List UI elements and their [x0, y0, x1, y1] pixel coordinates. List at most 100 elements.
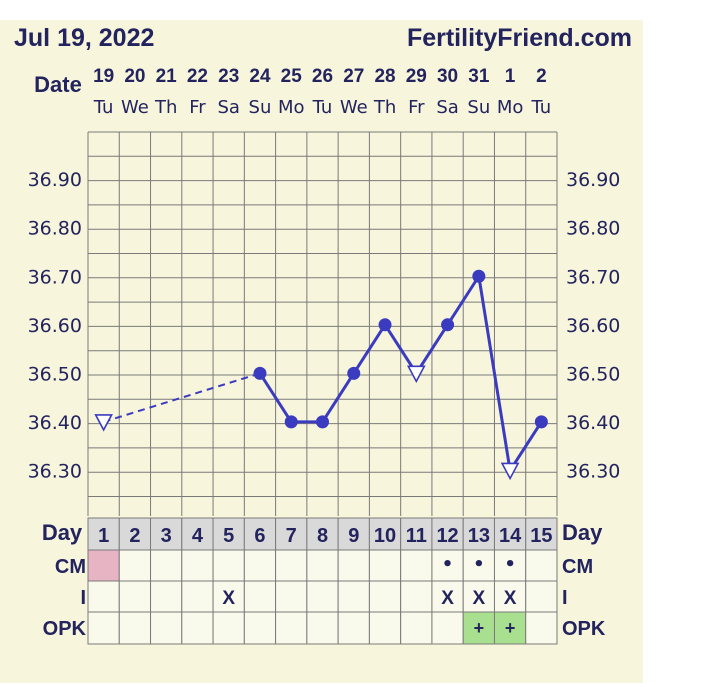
cm-cell — [118, 549, 152, 582]
bbt-point — [378, 318, 392, 332]
cm-cell — [493, 549, 527, 582]
day-cell — [462, 517, 495, 551]
weekday-label: Mo — [278, 97, 305, 118]
weekday-label: Sa — [217, 97, 239, 118]
intercourse-mark: X — [441, 588, 454, 609]
cycle-day-label: 15 — [530, 525, 552, 547]
cycle-day-label: 8 — [317, 525, 328, 547]
bbt-line-segment — [258, 372, 293, 423]
date-label: 20 — [124, 66, 145, 87]
opk-cell — [525, 611, 558, 645]
day-cell — [212, 517, 245, 551]
date-row-label: Date — [34, 72, 82, 97]
intercourse-cell — [462, 580, 495, 613]
y-tick-label-right: 36.50 — [566, 363, 620, 385]
y-tick-label-left: 36.30 — [28, 460, 82, 482]
date-label: 30 — [437, 66, 458, 87]
bbt-point — [253, 366, 267, 380]
cycle-day-label: 1 — [98, 525, 109, 547]
date-header: 19 Tu 20 We 21 Th 22 Fr 23 Sa 24 Su 25 Mo 26 Tu 27 We 28 Th… — [93, 66, 551, 118]
weekday-label: Mo — [497, 97, 524, 118]
opk-cell — [275, 611, 308, 645]
weekday-label: Fr — [189, 97, 206, 118]
date-label: 26 — [312, 66, 333, 87]
cm-value: • — [504, 554, 516, 575]
weekday-label: Tu — [312, 97, 333, 118]
date-label: 25 — [281, 66, 303, 87]
day-cell — [87, 517, 120, 551]
intercourse-mark: X — [222, 588, 235, 609]
y-tick-label-right: 36.40 — [566, 412, 620, 434]
y-tick-label-left: 36.70 — [28, 266, 82, 288]
bbt-line-segment — [415, 323, 449, 375]
date-label: 2 — [536, 66, 547, 87]
opk-cell — [368, 611, 402, 645]
intercourse-cell — [337, 580, 370, 613]
y-tick-label-right: 36.70 — [566, 266, 620, 288]
y-tick-label-left: 36.60 — [28, 315, 82, 337]
intercourse-cell — [306, 580, 339, 613]
intercourse-cell — [243, 580, 277, 613]
intercourse-cell — [493, 580, 527, 613]
y-tick-label-right: 36.60 — [566, 315, 620, 337]
cycle-day-label: 5 — [223, 525, 234, 547]
day-cell — [525, 517, 558, 551]
weekday-label: Tu — [93, 97, 114, 118]
intercourse-mark: X — [472, 588, 485, 609]
bbt-line-segment — [446, 275, 481, 326]
opk-cell — [150, 611, 183, 645]
brand-name: FertilityFriend.com — [407, 24, 632, 52]
cm-row-label-right: CM — [562, 556, 593, 578]
date-label: 24 — [249, 66, 271, 87]
day-cell — [181, 517, 214, 551]
bbt-point — [347, 366, 361, 380]
cm-cell — [212, 549, 245, 582]
y-tick-label-right: 36.80 — [566, 218, 620, 240]
y-axis-right: 36.30 36.40 36.50 36.60 36.70 36.80 36.90 — [566, 169, 620, 482]
opk-row-label-left: OPK — [43, 618, 87, 640]
date-label: 22 — [187, 66, 208, 87]
cycle-day-label: 12 — [436, 525, 458, 547]
intercourse-cell — [118, 580, 152, 613]
bbt-excluded-point — [94, 414, 113, 432]
cm-cell — [150, 549, 183, 582]
intercourse-cell — [400, 580, 433, 613]
cm-value: • — [442, 554, 454, 575]
opk-mark: + — [474, 618, 485, 638]
i-row-label-right: I — [562, 587, 568, 609]
date-label: 27 — [343, 66, 364, 87]
opk-cell — [181, 611, 214, 645]
cm-row-label-left: CM — [55, 556, 86, 578]
date-label: 23 — [218, 66, 239, 87]
cycle-day-label: 13 — [468, 525, 490, 547]
y-tick-label-left: 36.50 — [28, 363, 82, 385]
y-tick-label-left: 36.90 — [28, 169, 82, 191]
bbt-line-segment — [321, 372, 356, 423]
cm-cell — [462, 549, 495, 582]
intercourse-cell — [275, 580, 308, 613]
bbt-point — [441, 318, 455, 332]
cm-cell — [181, 549, 214, 582]
temperature-grid — [87, 131, 558, 516]
bbt-excluded-point — [406, 365, 426, 384]
bbt-line-segment — [352, 323, 387, 375]
cycle-day-label: 6 — [254, 525, 265, 547]
weekday-label: Th — [154, 97, 177, 118]
opk-mark: + — [505, 618, 516, 638]
cycle-day-label: 9 — [348, 525, 359, 547]
cm-cell — [87, 549, 120, 582]
cm-cell — [337, 549, 370, 582]
bbt-point — [284, 415, 298, 429]
bbt-point — [316, 415, 329, 429]
cycle-day-label: 2 — [129, 525, 140, 547]
cycle-day-label: 4 — [192, 525, 204, 547]
opk-row-label-right: OPK — [562, 618, 606, 640]
opk-cell — [431, 611, 464, 645]
weekday-label: Su — [467, 97, 490, 118]
day-cell — [150, 517, 183, 551]
weekday-label: Tu — [531, 97, 552, 118]
day-row-label-left: Day — [42, 520, 83, 545]
y-tick-label-left: 36.40 — [28, 412, 82, 434]
